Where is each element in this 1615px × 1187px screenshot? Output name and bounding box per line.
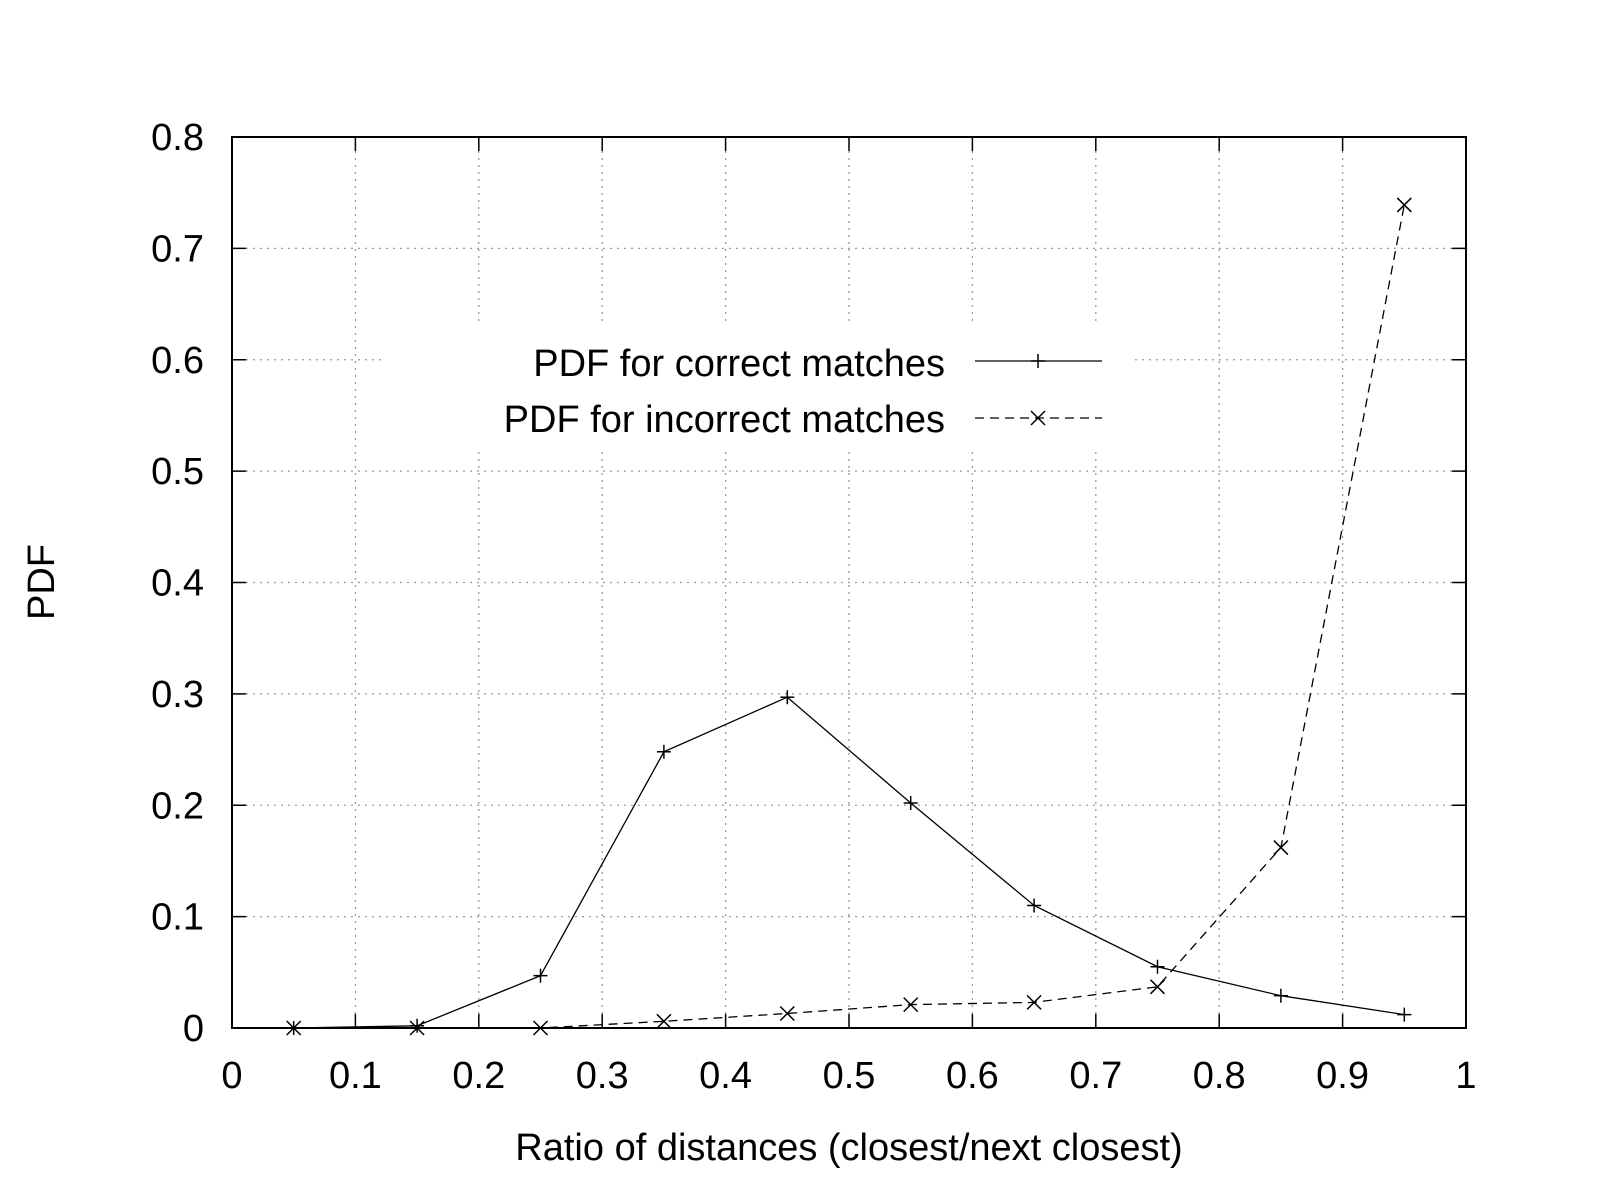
data-point (1027, 898, 1042, 913)
x-tick-label: 0.8 (1193, 1055, 1246, 1097)
grid (232, 137, 1466, 1028)
y-tick-label: 0.2 (151, 785, 204, 827)
x-tick-label: 0.4 (699, 1055, 752, 1097)
x-tick-label: 1 (1455, 1055, 1476, 1097)
y-tick-label: 0.8 (151, 117, 204, 159)
legend-label-incorrect: PDF for incorrect matches (504, 399, 945, 441)
data-point (780, 690, 795, 705)
x-tick-label: 0.2 (452, 1055, 505, 1097)
legend-marker-incorrect (1030, 410, 1046, 426)
data-point (903, 997, 919, 1013)
legend-background (385, 322, 1130, 450)
x-tick-label: 0.3 (576, 1055, 629, 1097)
data-point (1149, 979, 1166, 995)
data-point (656, 744, 671, 759)
x-tick-label: 0.6 (946, 1055, 999, 1097)
tick-marks (231, 136, 1467, 1029)
data-point (1273, 840, 1289, 856)
y-tick-label: 0.5 (151, 451, 204, 493)
series-line (293, 696, 1405, 1029)
data-point (903, 796, 918, 811)
legend: PDF for correct matches PDF for incorrec… (504, 343, 1102, 441)
data-point (1026, 994, 1042, 1010)
y-tick-label: 0.4 (151, 563, 204, 605)
data-point (1396, 197, 1412, 213)
data-point (1150, 959, 1165, 974)
y-tick-label: 0.6 (151, 340, 204, 382)
x-tick-label: 0.5 (823, 1055, 876, 1097)
x-tick-label: 0.1 (329, 1055, 382, 1097)
data-point (533, 968, 548, 983)
data-point (779, 1005, 795, 1022)
legend-marker-correct (1031, 354, 1045, 368)
y-tick-label: 0.1 (151, 897, 204, 939)
x-tick-label: 0 (221, 1055, 242, 1097)
data-point (410, 1018, 425, 1033)
x-axis-label: Ratio of distances (closest/next closest… (515, 1127, 1182, 1169)
y-tick-label: 0.7 (151, 228, 204, 270)
x-tick-label: 0.9 (1316, 1055, 1369, 1097)
x-tick-label: 0.7 (1069, 1055, 1122, 1097)
y-tick-labels: 0 0.1 0.2 0.3 0.4 0.5 0.6 0.7 0.8 (151, 117, 204, 1050)
y-axis-label: PDF (21, 544, 63, 620)
y-tick-label: 0 (183, 1008, 204, 1050)
data-point (1273, 988, 1288, 1003)
legend-label-correct: PDF for correct matches (533, 343, 945, 385)
data-point (1397, 1007, 1412, 1022)
x-tick-labels: 0 0.1 0.2 0.3 0.4 0.5 0.6 0.7 0.8 0.9 1 (221, 1055, 1476, 1097)
data-point (656, 1013, 672, 1029)
series-correct (286, 690, 1412, 1035)
y-tick-label: 0.3 (151, 674, 204, 716)
